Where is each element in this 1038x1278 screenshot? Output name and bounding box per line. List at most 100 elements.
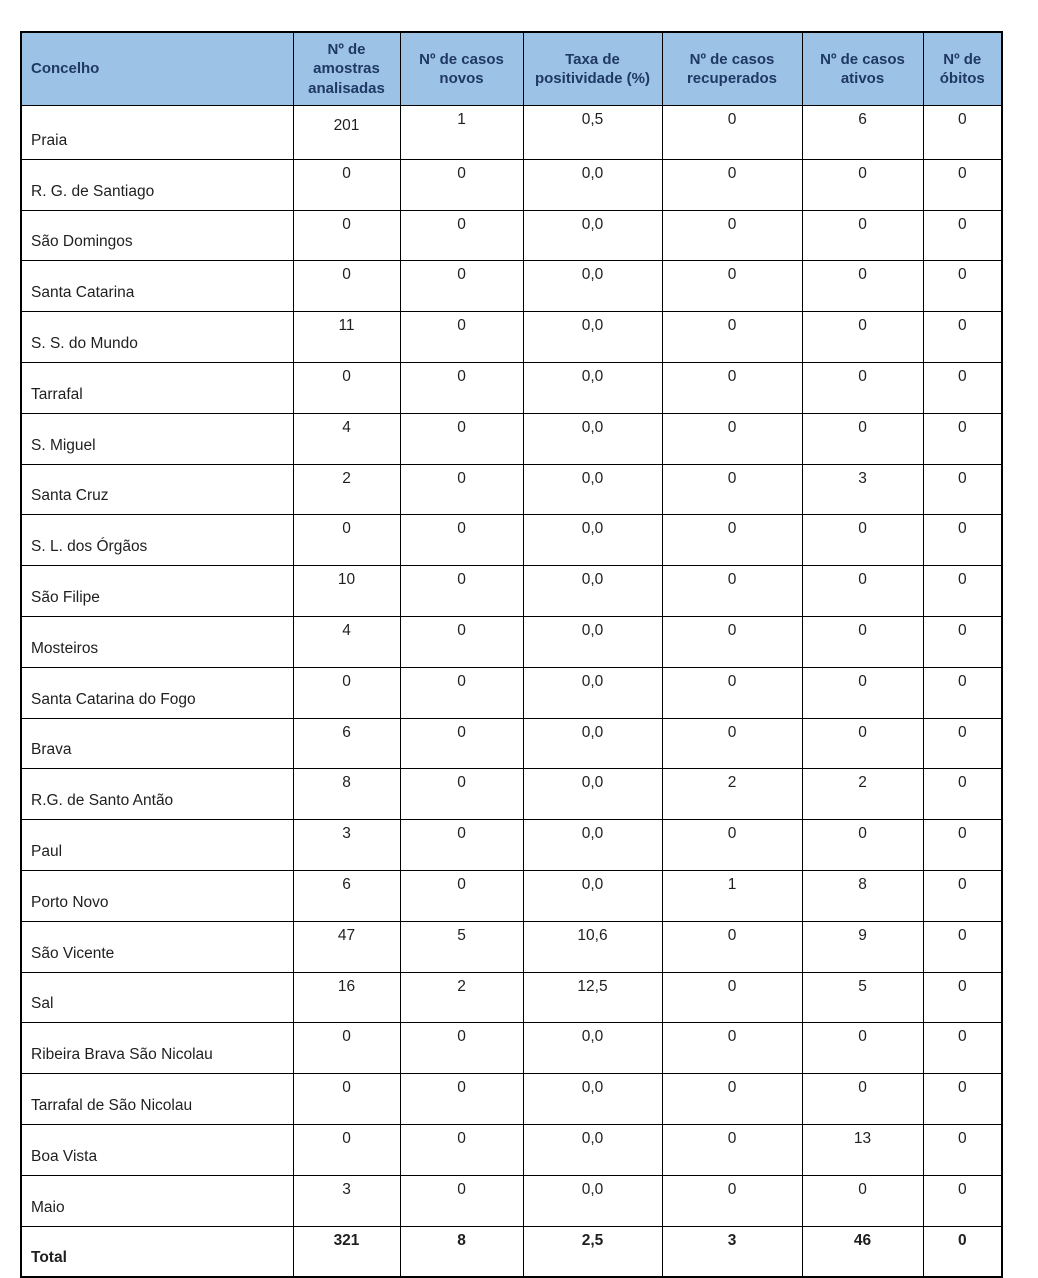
table-header: Concelho Nº de amostras analisadas Nº de… [20,31,1003,106]
cell-value: 0 [922,311,1003,363]
cell-value: 13 [801,1123,924,1176]
cell-value: 0 [661,920,803,973]
column-header-obitos: Nº de óbitos [922,31,1003,106]
column-header-concelho: Concelho [20,31,294,106]
column-header-casos-ativos: Nº de casos ativos [801,31,924,106]
cell-value: 0 [292,260,401,313]
cell-value: 0 [801,412,924,465]
cell-value: 0 [661,412,803,465]
cell-value: 3 [661,1225,803,1278]
cell-value: 0 [661,615,803,668]
cell-value: 0 [661,1174,803,1227]
row-label: S. L. dos Órgãos [20,514,294,567]
cell-value: 0 [292,514,401,567]
table-row: R.G. de Santo Antão 8 0 0,0 2 2 0 [20,768,1003,821]
cell-value: 3 [801,463,924,516]
cell-value: 0 [292,1073,401,1125]
table-row: Mosteiros 4 0 0,0 0 0 0 [20,615,1003,668]
column-header-amostras-analisadas: Nº de amostras analisadas [292,31,401,106]
cell-value: 2 [292,463,401,516]
cell-value: 1 [399,105,524,160]
cell-value: 10,6 [522,920,663,973]
cell-value: 0 [801,615,924,668]
cell-value: 0 [399,412,524,465]
cell-value: 0 [922,819,1003,871]
row-label: Maio [20,1174,294,1227]
row-label: São Domingos [20,209,294,262]
cell-value: 0 [399,311,524,363]
cell-value: 0 [922,463,1003,516]
cell-value: 3 [292,819,401,871]
table-row: Paul 3 0 0,0 0 0 0 [20,819,1003,871]
row-label: Praia [20,105,294,160]
cell-value: 4 [292,615,401,668]
cell-value: 0 [292,158,401,211]
cell-value: 11 [292,311,401,363]
cell-value: 0,0 [522,768,663,821]
table-row: Santa Catarina do Fogo 0 0 0,0 0 0 0 [20,666,1003,719]
row-label: R.G. de Santo Antão [20,768,294,821]
table-row: Sal 16 2 12,5 0 5 0 [20,971,1003,1024]
cell-value: 0 [801,260,924,313]
cell-value: 0,0 [522,361,663,414]
total-label: Total [20,1225,294,1278]
cell-value: 0 [922,412,1003,465]
cell-value: 3 [292,1174,401,1227]
cell-value: 0 [292,361,401,414]
cell-value: 0,0 [522,1022,663,1075]
cell-value: 0,0 [522,1073,663,1125]
cell-value: 6 [292,869,401,922]
cell-value: 1 [661,869,803,922]
cell-value: 0 [922,514,1003,567]
cell-value: 0,0 [522,717,663,770]
table-row: Porto Novo 6 0 0,0 1 8 0 [20,869,1003,922]
row-label: Porto Novo [20,869,294,922]
row-label: Mosteiros [20,615,294,668]
cell-value: 0 [922,666,1003,719]
cell-value: 0 [661,1022,803,1075]
table-row: Boa Vista 0 0 0,0 0 13 0 [20,1123,1003,1176]
cell-value: 0 [922,971,1003,1024]
row-label: Ribeira Brava São Nicolau [20,1022,294,1075]
cell-value: 0 [661,1123,803,1176]
cell-value: 0 [399,666,524,719]
row-label: Tarrafal [20,361,294,414]
cell-value: 0 [399,209,524,262]
total-row: Total 321 8 2,5 3 46 0 [20,1225,1003,1278]
table-row: São Filipe 10 0 0,0 0 0 0 [20,565,1003,617]
cell-value: 0 [292,666,401,719]
cell-value: 0,0 [522,819,663,871]
table-row: Brava 6 0 0,0 0 0 0 [20,717,1003,770]
table-row: Santa Cruz 2 0 0,0 0 3 0 [20,463,1003,516]
table-row: S. L. dos Órgãos 0 0 0,0 0 0 0 [20,514,1003,567]
cell-value: 6 [292,717,401,770]
cell-value: 0 [801,158,924,211]
table-row: S. S. do Mundo 11 0 0,0 0 0 0 [20,311,1003,363]
cell-value: 0,0 [522,869,663,922]
column-header-taxa-positividade: Taxa de positividade (%) [522,31,663,106]
header-row: Concelho Nº de amostras analisadas Nº de… [20,31,1003,106]
cell-value: 0,0 [522,1174,663,1227]
cell-value: 0 [661,311,803,363]
cell-value: 0 [801,209,924,262]
cell-value: 0 [801,565,924,617]
cell-value: 0,0 [522,666,663,719]
cell-value: 0 [399,1022,524,1075]
cell-value: 0 [399,869,524,922]
row-label: R. G. de Santiago [20,158,294,211]
cell-value: 2,5 [522,1225,663,1278]
cell-value: 0 [801,1073,924,1125]
cell-value: 0,0 [522,463,663,516]
table-row: Praia 201 1 0,5 0 6 0 [20,105,1003,160]
cell-value: 0 [801,717,924,770]
row-label: Boa Vista [20,1123,294,1176]
cell-value: 0 [661,209,803,262]
cell-value: 47 [292,920,401,973]
cell-value: 0 [922,1022,1003,1075]
row-label: Sal [20,971,294,1024]
table-row: Ribeira Brava São Nicolau 0 0 0,0 0 0 0 [20,1022,1003,1075]
cell-value: 0 [399,1123,524,1176]
table-row: Santa Catarina 0 0 0,0 0 0 0 [20,260,1003,313]
row-label: Tarrafal de São Nicolau [20,1073,294,1125]
cell-value: 0 [801,819,924,871]
